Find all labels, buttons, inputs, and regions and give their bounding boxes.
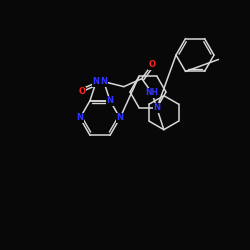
Text: N: N <box>100 77 107 86</box>
Text: O: O <box>148 60 155 69</box>
Text: N: N <box>76 114 84 122</box>
Text: N: N <box>116 114 123 122</box>
Text: O: O <box>78 87 86 96</box>
Text: N: N <box>93 77 100 86</box>
Text: NH: NH <box>145 88 158 97</box>
Text: N: N <box>154 103 160 112</box>
Text: N: N <box>106 96 114 105</box>
